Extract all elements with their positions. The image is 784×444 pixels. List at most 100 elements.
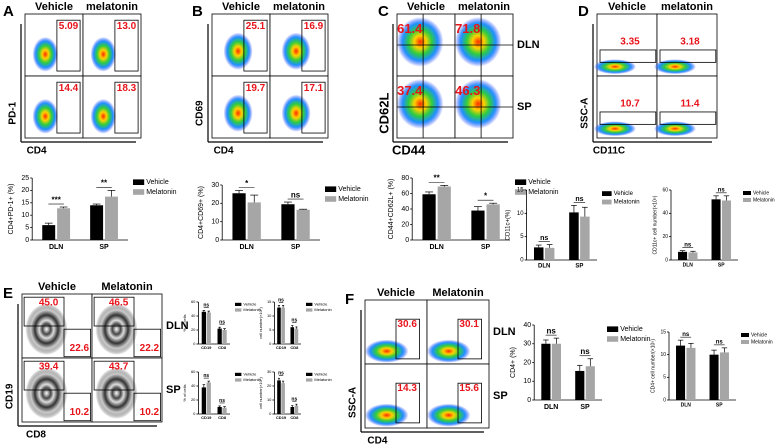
x-tick-label: DLN (49, 244, 63, 251)
y-tick-label: 40 (662, 211, 668, 217)
significance: * (245, 179, 249, 188)
y-tick-label: 15 (517, 188, 524, 194)
gate-value: 46.5 (109, 298, 129, 309)
legend-label: Vehicle (243, 371, 257, 376)
bar (471, 210, 485, 240)
cell-density (365, 403, 409, 427)
bar (551, 343, 561, 400)
bar (678, 251, 688, 260)
gate (659, 111, 717, 125)
flow-ylabel: SSC-A (580, 98, 591, 129)
bar (217, 328, 222, 344)
gate (395, 318, 420, 360)
y-tick-label: 15 (267, 299, 272, 304)
legend-label: Vehicle (146, 179, 169, 186)
gate (133, 328, 162, 358)
y-tick-label: 15 (21, 200, 29, 207)
legend-label: Melatonin (243, 307, 260, 312)
y-axis-label: CD4+PD-1+ (%) (8, 184, 15, 235)
y-tick-label: 10 (517, 211, 524, 217)
cell-density (223, 32, 253, 70)
bar (533, 247, 544, 260)
bar (247, 202, 261, 240)
gate-value: 22.2 (140, 343, 160, 354)
y-axis-label: CD11c+(%) (506, 210, 512, 241)
legend-swatch (607, 326, 619, 332)
legend-swatch (235, 308, 242, 312)
bar (294, 405, 299, 414)
bar (42, 225, 56, 240)
row-label: SP (517, 101, 532, 113)
bar (222, 407, 227, 414)
y-axis-label: cell number(×10⁵) (258, 376, 263, 408)
panel-letter: E (3, 285, 13, 302)
y-tick-label: 20 (523, 359, 531, 366)
gate (395, 382, 420, 424)
significance: ns (291, 318, 297, 324)
legend-swatch (743, 198, 751, 202)
panel-letter: F (345, 291, 354, 308)
column-header: melatonin (86, 1, 138, 13)
significance: ns (575, 196, 583, 203)
x-tick-label: SP (481, 244, 491, 251)
legend-swatch (325, 186, 337, 192)
gate (23, 296, 65, 327)
legend-swatch (306, 308, 313, 312)
significance: ns (219, 319, 225, 325)
y-tick-label: 5 (663, 375, 666, 381)
legend-label: Vehicle (314, 301, 328, 306)
x-tick-label: SP (99, 244, 109, 251)
column-header: Melatonin (432, 287, 484, 299)
bar (580, 216, 590, 260)
gate (243, 19, 268, 72)
significance: ns (278, 297, 284, 303)
y-tick-label: 5 (269, 327, 272, 332)
cell-density (32, 98, 59, 134)
bar (296, 209, 310, 240)
cell-density (281, 32, 311, 70)
column-header: melatonin (661, 1, 713, 13)
significance: *** (51, 195, 61, 204)
column-header: Vehicle (38, 281, 76, 293)
cell-density (223, 94, 253, 132)
bar (290, 407, 295, 414)
flow-ylabel: CD62L (376, 93, 391, 134)
x-tick-label: SP (718, 262, 725, 268)
gate (114, 81, 139, 134)
flow-ylabel: CD69 (195, 100, 206, 126)
y-tick-label: 20 (191, 327, 196, 332)
legend-swatch (133, 179, 145, 185)
bar (422, 194, 436, 240)
x-tick-label: SP (291, 244, 301, 251)
column-header: Vehicle (35, 1, 73, 13)
legend-swatch (306, 302, 313, 306)
y-tick-label: 0 (25, 237, 29, 244)
gate-value: 3.35 (620, 37, 640, 48)
y-tick-label: 0 (193, 411, 196, 416)
significance: ** (101, 179, 108, 188)
x-tick-label: CD8 (290, 415, 299, 420)
bar (277, 307, 281, 344)
y-tick-label: 40 (401, 206, 409, 213)
x-tick-label: DLN (239, 244, 253, 251)
y-axis-label: CD4+ cell number(×10⁵) (650, 339, 656, 393)
legend-label: Melatonin (243, 377, 260, 382)
y-axis-label: CD11c+ cell number(×10⁵) (652, 195, 658, 254)
legend-swatch (325, 196, 337, 202)
x-tick-label: DLN (544, 404, 558, 411)
significance: ns (580, 347, 590, 356)
column-header: Vehicle (222, 1, 260, 13)
legend-swatch (515, 189, 527, 195)
significance: ns (203, 303, 209, 309)
bar (721, 200, 731, 260)
y-tick-label: 60 (191, 299, 196, 304)
panel-letter: B (192, 3, 203, 20)
gate-value: 5.09 (59, 21, 79, 32)
cell-density (654, 59, 696, 75)
flow-xlabel: CD4 (367, 436, 387, 444)
significance: * (484, 191, 488, 200)
gate (93, 360, 135, 391)
y-tick-label: 10 (21, 212, 29, 219)
legend-swatch (602, 199, 612, 205)
y-tick-label: 15 (660, 329, 666, 335)
